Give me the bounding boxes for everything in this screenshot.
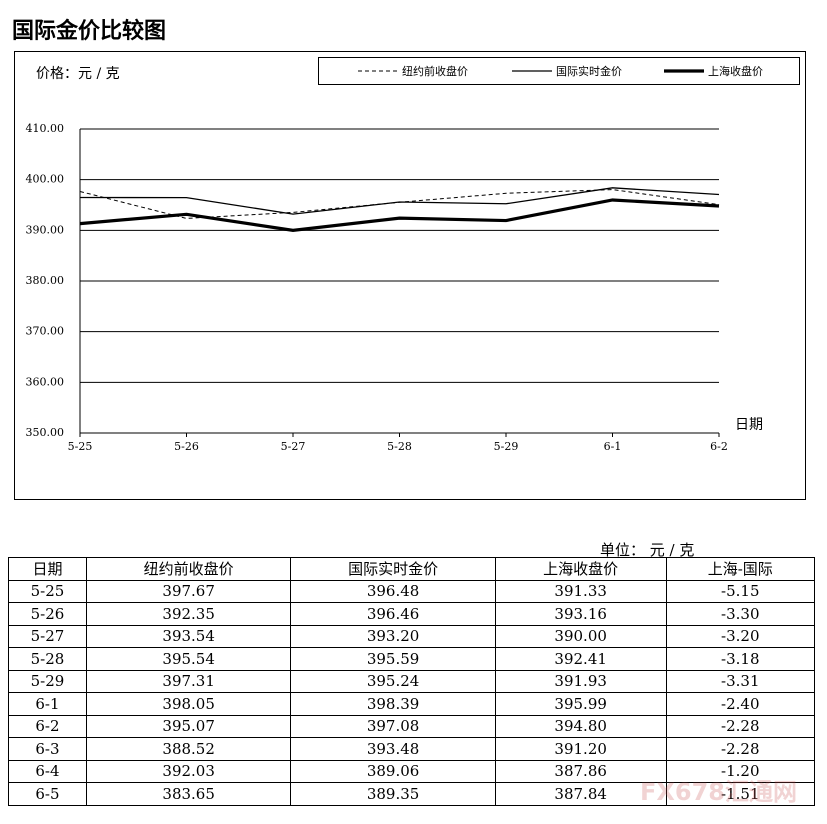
table-cell: 395.07 <box>85 714 292 738</box>
table-cell: 纽约前收盘价 <box>85 557 292 581</box>
y-tick-label: 390.00 <box>26 223 65 236</box>
table-cell: 397.67 <box>85 579 292 603</box>
table-cell: 上海-国际 <box>665 557 816 581</box>
x-tick-label: 6-1 <box>604 440 622 453</box>
table-cell: -2.28 <box>665 737 816 761</box>
x-tick-label: 5-25 <box>68 440 93 453</box>
table-cell: 388.52 <box>85 737 292 761</box>
table-cell: 6-2 <box>8 714 87 738</box>
table-cell: 396.46 <box>290 602 496 626</box>
table-cell: 5-26 <box>8 602 87 626</box>
series-line <box>79 187 720 215</box>
table-row: 5-27 393.54 393.20 390.00 -3.20 <box>8 624 816 648</box>
table-cell: 5-25 <box>8 579 87 603</box>
table-cell: 389.35 <box>290 782 496 806</box>
table-cell: 398.39 <box>290 692 496 716</box>
y-tick-label: 380.00 <box>26 274 65 287</box>
watermark: FX678汇通网 <box>640 778 797 806</box>
table-cell: -3.18 <box>665 647 816 671</box>
table-cell: 393.54 <box>85 624 292 648</box>
data-table: 日期 纽约前收盘价 国际实时金价 上海收盘价 上海-国际 5-25 397.67 396.48… <box>8 557 816 806</box>
table-row: 6-5 383.65 389.35 387.84 -1.51 <box>8 782 816 806</box>
table-cell: 392.41 <box>494 647 667 671</box>
table-cell: 393.48 <box>290 737 496 761</box>
x-tick-label: 5-27 <box>281 440 306 453</box>
table-cell: 392.03 <box>85 759 292 783</box>
table-cell: 国际实时金价 <box>290 557 496 581</box>
y-tick-label: 360.00 <box>26 375 65 388</box>
table-cell: -3.20 <box>665 624 816 648</box>
table-cell: 393.20 <box>290 624 496 648</box>
table-row: 6-3 388.52 393.48 391.20 -2.28 <box>8 737 816 761</box>
table-cell: 5-28 <box>8 647 87 671</box>
table-cell: 393.16 <box>494 602 667 626</box>
chart-title: 国际金价比较图 <box>12 18 166 44</box>
y-tick-label: 400.00 <box>26 173 65 186</box>
table-cell: -3.31 <box>665 669 816 693</box>
table-cell: 391.20 <box>494 737 667 761</box>
table-cell: 396.48 <box>290 579 496 603</box>
table-cell: 395.24 <box>290 669 496 693</box>
table-cell: 6-1 <box>8 692 87 716</box>
legend-label: 国际实时金价 <box>556 64 622 78</box>
table-cell: -2.40 <box>665 692 816 716</box>
table-cell: 390.00 <box>494 624 667 648</box>
x-tick-label: 6-2 <box>710 440 728 453</box>
table-cell: 398.05 <box>85 692 292 716</box>
table-cell: 383.65 <box>85 782 292 806</box>
table-cell: 392.35 <box>85 602 292 626</box>
y-tick-label: 350.00 <box>26 426 65 439</box>
table-cell: 6-3 <box>8 737 87 761</box>
legend-label: 上海收盘价 <box>708 64 763 78</box>
table-row: 5-25 397.67 396.48 391.33 -5.15 <box>8 579 816 603</box>
table-cell: 395.54 <box>85 647 292 671</box>
table-cell: 391.33 <box>494 579 667 603</box>
series-line <box>79 198 720 232</box>
x-axis-label: 日期 <box>735 417 763 433</box>
table-row: 5-26 392.35 396.46 393.16 -3.30 <box>8 602 816 626</box>
unit-label: 单位： 元 / 克 <box>600 541 695 559</box>
table-cell: -2.28 <box>665 714 816 738</box>
table-cell: -3.30 <box>665 602 816 626</box>
table-cell: 395.59 <box>290 647 496 671</box>
table-row: 日期 纽约前收盘价 国际实时金价 上海收盘价 上海-国际 <box>8 557 816 581</box>
table-cell: -1.51 <box>665 782 816 806</box>
table-cell: 397.31 <box>85 669 292 693</box>
table-row: 6-2 395.07 397.08 394.80 -2.28 <box>8 714 816 738</box>
table-cell: 387.86 <box>494 759 667 783</box>
y-tick-label: 370.00 <box>26 325 65 338</box>
table-cell: 391.93 <box>494 669 667 693</box>
legend-label: 纽约前收盘价 <box>402 64 468 78</box>
table-cell: 389.06 <box>290 759 496 783</box>
table-cell: 5-27 <box>8 624 87 648</box>
table-cell: 6-5 <box>8 782 87 806</box>
table-row: 5-29 397.31 395.24 391.93 -3.31 <box>8 669 816 693</box>
table-row: 6-1 398.05 398.39 395.99 -2.40 <box>8 692 816 716</box>
table-cell: 日期 <box>8 557 87 581</box>
table-cell: -5.15 <box>665 579 816 603</box>
x-tick-label: 5-28 <box>387 440 412 453</box>
table-cell: 5-29 <box>8 669 87 693</box>
table-row: 6-4 392.03 389.06 387.86 -1.20 <box>8 759 816 783</box>
table-cell: 6-4 <box>8 759 87 783</box>
chart: 国际金价比较图 价格：元 / 克 日期 350.00 360.00 370.00 38… <box>12 18 806 500</box>
x-tick-label: 5-26 <box>174 440 199 453</box>
table-cell: 上海收盘价 <box>494 557 667 581</box>
table-cell: 387.84 <box>494 782 667 806</box>
x-tick-label: 5-29 <box>494 440 519 453</box>
legend-box <box>318 57 800 85</box>
table-cell: 397.08 <box>290 714 496 738</box>
table-row: 5-28 395.54 395.59 392.41 -3.18 <box>8 647 816 671</box>
y-tick-label: 410.00 <box>26 122 65 135</box>
table-cell: 395.99 <box>494 692 667 716</box>
y-axis-label: 价格：元 / 克 <box>36 66 120 82</box>
table-cell: 394.80 <box>494 714 667 738</box>
chart-frame <box>14 51 806 500</box>
